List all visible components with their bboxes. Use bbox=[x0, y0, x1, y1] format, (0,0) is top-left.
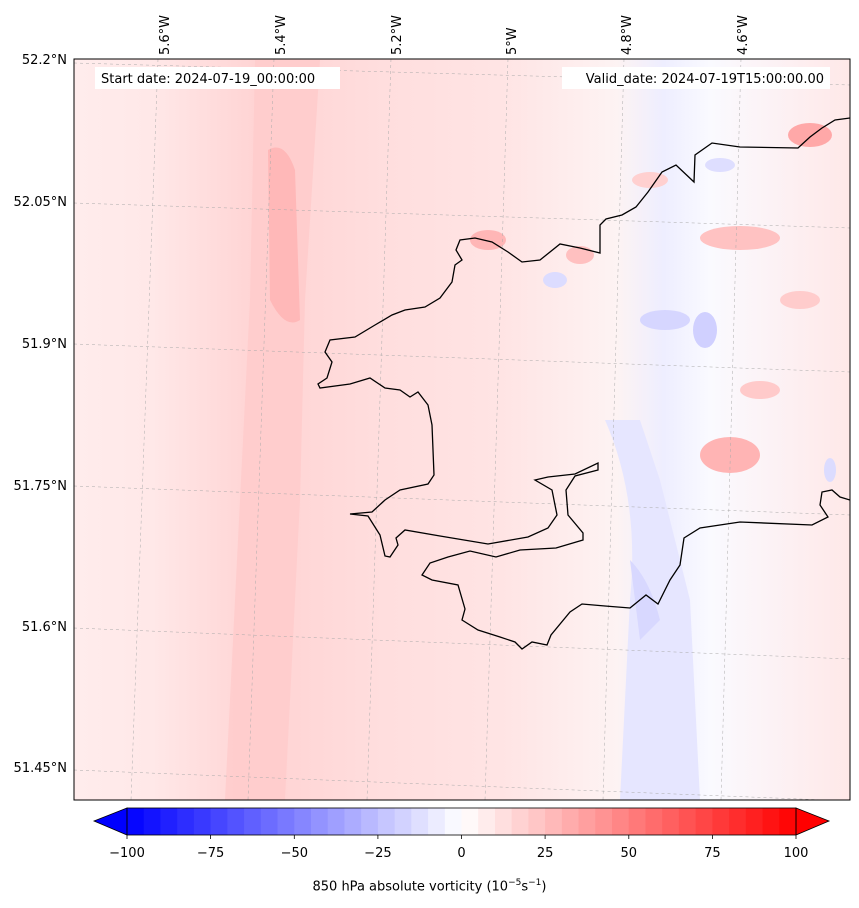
colorbar-segment bbox=[695, 808, 713, 835]
colorbar-segment bbox=[277, 808, 295, 835]
colorbar-segment bbox=[210, 808, 228, 835]
colorbar-segment bbox=[394, 808, 412, 835]
colorbar-segment bbox=[745, 808, 764, 835]
colorbar-segment bbox=[528, 808, 546, 835]
colorbar-min-extend bbox=[92, 807, 128, 836]
colorbar-segment bbox=[244, 808, 262, 835]
colorbar-segment bbox=[411, 808, 429, 835]
colorbar-segment bbox=[478, 808, 496, 835]
colorbar-segment bbox=[227, 808, 245, 835]
colorbar-segment bbox=[327, 808, 345, 835]
lon-label: 5.4°W bbox=[274, 15, 289, 55]
colorbar-segment bbox=[127, 808, 145, 835]
map-frame bbox=[73, 58, 851, 801]
colorbar bbox=[127, 808, 797, 835]
colorbar-tick-label: −50 bbox=[281, 846, 308, 861]
colorbar-segment bbox=[662, 808, 680, 835]
lon-label: 5.2°W bbox=[390, 15, 405, 55]
colorbar-segment bbox=[678, 808, 697, 835]
lat-label: 51.75°N bbox=[14, 479, 67, 494]
coastline bbox=[317, 117, 850, 650]
colorbar-segment bbox=[511, 808, 529, 835]
colorbar-tick-label: 25 bbox=[537, 846, 554, 861]
lat-label: 51.9°N bbox=[22, 337, 67, 352]
start-date-box bbox=[95, 67, 340, 89]
colorbar-segment bbox=[779, 808, 797, 835]
colorbar-segment bbox=[444, 808, 462, 835]
valid-date-text: Valid_date: 2024-07-19T15:00:00.00 bbox=[586, 72, 824, 87]
colorbar-tick-label: −75 bbox=[197, 846, 224, 861]
colorbar-tick-label: 75 bbox=[704, 846, 721, 861]
colorbar-segment bbox=[612, 808, 630, 835]
colorbar-label: 850 hPa absolute vorticity (10−5s−1) bbox=[312, 878, 547, 895]
colorbar-segment bbox=[260, 808, 279, 835]
colorbar-segment bbox=[545, 808, 563, 835]
vorticity-field bbox=[74, 59, 850, 800]
lon-label: 4.8°W bbox=[620, 15, 635, 55]
colorbar-tick-label: 100 bbox=[784, 846, 809, 861]
colorbar-segment bbox=[578, 808, 596, 835]
colorbar-segment bbox=[361, 808, 379, 835]
colorbar-segment bbox=[628, 808, 646, 835]
colorbar-segment bbox=[561, 808, 580, 835]
longitude-labels: 5.6°W 5.4°W 5.2°W 5°W 4.8°W 4.6°W bbox=[158, 15, 751, 55]
colorbar-segment bbox=[344, 808, 362, 835]
colorbar-segment bbox=[595, 808, 613, 835]
start-date-text: Start date: 2024-07-19_00:00:00 bbox=[101, 72, 315, 87]
lon-label: 5°W bbox=[505, 27, 520, 55]
lat-label: 52.05°N bbox=[14, 195, 67, 210]
latitude-labels: 52.2°N 52.05°N 51.9°N 51.75°N 51.6°N 51.… bbox=[14, 53, 67, 776]
lat-label: 51.6°N bbox=[22, 620, 67, 635]
colorbar-segment bbox=[177, 808, 195, 835]
colorbar-segment bbox=[310, 808, 329, 835]
colorbar-segment bbox=[762, 808, 780, 835]
colorbar-tick-label: 0 bbox=[457, 846, 465, 861]
lat-label: 52.2°N bbox=[22, 53, 67, 68]
colorbar-tick-labels: −100 −75 −50 −25 0 25 50 75 100 bbox=[109, 846, 808, 861]
lat-label: 51.45°N bbox=[14, 761, 67, 776]
colorbar-ticks bbox=[126, 835, 797, 839]
colorbar-segment bbox=[729, 808, 747, 835]
colorbar-segment bbox=[160, 808, 178, 835]
lon-label: 4.6°W bbox=[736, 15, 751, 55]
valid-date-box bbox=[562, 67, 830, 89]
colorbar-max-extend bbox=[795, 807, 831, 836]
colorbar-segment bbox=[494, 808, 513, 835]
lon-label: 5.6°W bbox=[158, 15, 173, 55]
colorbar-segment bbox=[143, 808, 161, 835]
colorbar-segment bbox=[377, 808, 396, 835]
colorbar-tick-label: −25 bbox=[364, 846, 391, 861]
colorbar-segment bbox=[294, 808, 312, 835]
colorbar-segment bbox=[193, 808, 212, 835]
colorbar-segment bbox=[428, 808, 446, 835]
colorbar-tick-label: 50 bbox=[621, 846, 638, 861]
colorbar-tick-label: −100 bbox=[109, 846, 145, 861]
colorbar-segment bbox=[712, 808, 730, 835]
colorbar-segment bbox=[461, 808, 479, 835]
colorbar-segment bbox=[645, 808, 663, 835]
